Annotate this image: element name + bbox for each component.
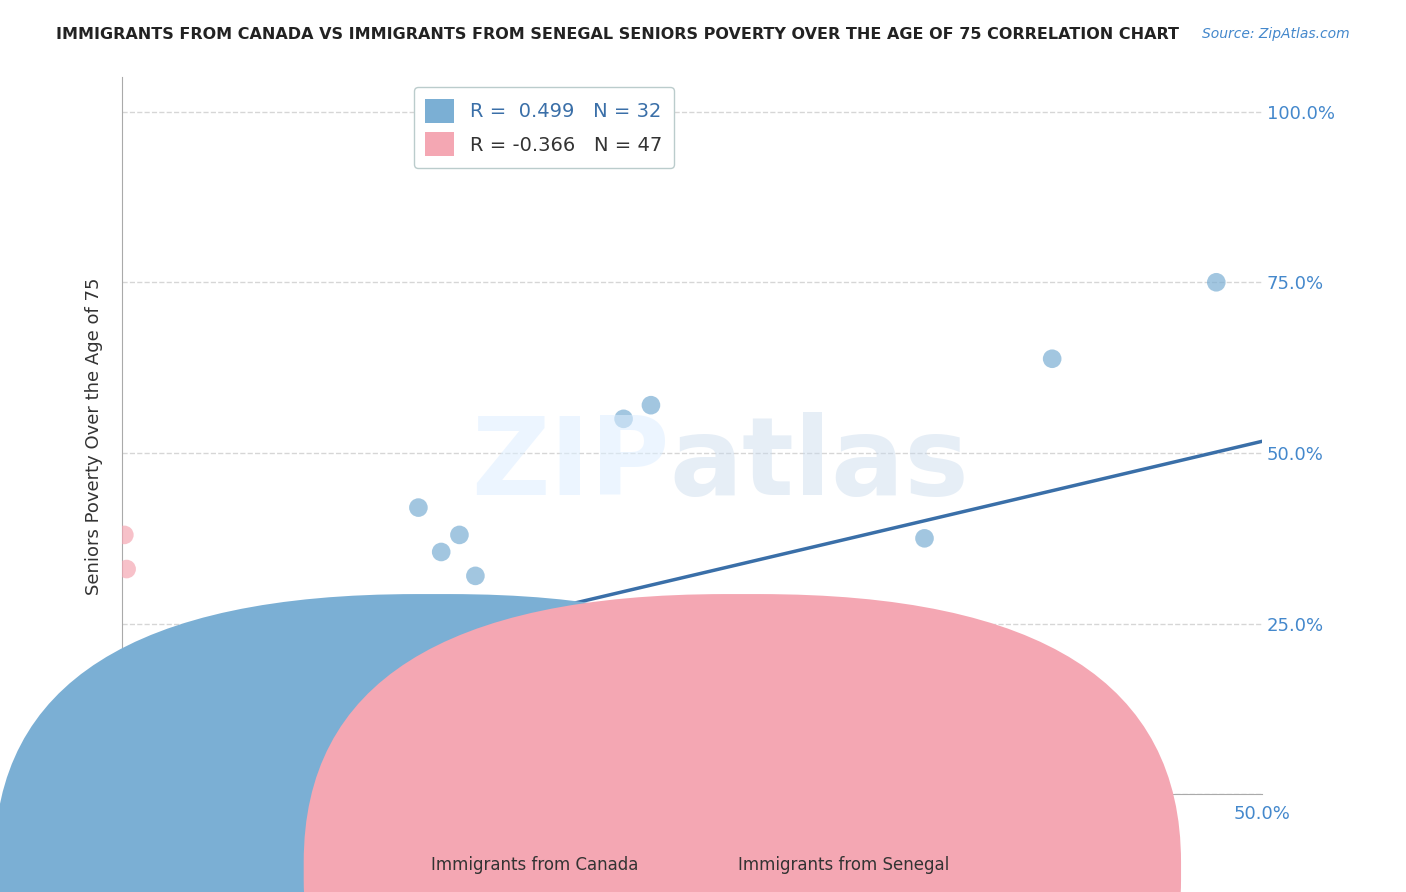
Point [181, 695, 204, 709]
Point [173, 698, 195, 713]
Point [430, 545, 453, 559]
Point [174, 695, 197, 709]
Point [163, 689, 186, 703]
Point [408, 500, 430, 515]
Point [118, 671, 141, 685]
Point [464, 569, 486, 583]
Point [328, 668, 350, 682]
Point [186, 698, 208, 713]
Point [145, 689, 167, 703]
Point [148, 695, 170, 709]
Point [125, 689, 148, 703]
Point [143, 691, 166, 706]
Point [395, 674, 418, 689]
Point [112, 691, 135, 706]
Point [170, 691, 193, 706]
Point [122, 689, 145, 703]
Point [122, 685, 145, 699]
Point [112, 528, 135, 542]
Text: ZIP: ZIP [471, 411, 669, 517]
Point [149, 691, 172, 706]
Point [1040, 351, 1063, 366]
Point [179, 698, 201, 713]
Point [167, 695, 190, 709]
Text: atlas: atlas [669, 411, 969, 517]
Text: IMMIGRANTS FROM CANADA VS IMMIGRANTS FROM SENEGAL SENIORS POVERTY OVER THE AGE O: IMMIGRANTS FROM CANADA VS IMMIGRANTS FRO… [56, 27, 1180, 42]
Point [259, 709, 281, 723]
Point [115, 674, 138, 689]
Point [191, 702, 214, 716]
Point [721, 657, 744, 672]
Point [115, 562, 138, 576]
Point [129, 681, 152, 696]
Point [357, 637, 380, 651]
Point [380, 616, 402, 631]
Point [118, 685, 141, 699]
Point [160, 691, 183, 706]
Point [294, 685, 316, 699]
Point [225, 698, 247, 712]
Point [166, 698, 188, 713]
Point [155, 698, 177, 713]
Point [613, 412, 636, 426]
Point [548, 695, 571, 709]
Point [699, 677, 721, 691]
Point [516, 674, 538, 689]
Point [120, 678, 142, 692]
Text: Immigrants from Senegal: Immigrants from Senegal [738, 855, 949, 873]
Point [640, 398, 662, 412]
Point [589, 674, 612, 689]
Point [112, 681, 135, 696]
Point [479, 648, 502, 662]
Point [202, 698, 225, 713]
Point [1205, 275, 1227, 289]
Point [138, 695, 160, 709]
Point [533, 644, 555, 658]
Point [567, 681, 589, 696]
Point [449, 528, 471, 542]
Point [136, 691, 159, 706]
Point [316, 661, 339, 675]
Point [127, 691, 149, 706]
Point [259, 691, 281, 706]
Point [681, 681, 703, 696]
Point [163, 702, 186, 716]
Point [134, 689, 156, 703]
Point [115, 695, 138, 709]
Point [118, 681, 141, 696]
Point [498, 657, 520, 672]
Point [339, 657, 361, 672]
Point [184, 702, 207, 716]
Point [156, 691, 179, 706]
Point [914, 532, 936, 546]
Point [276, 681, 298, 696]
Point [159, 695, 181, 709]
Point [658, 636, 681, 650]
Point [207, 706, 229, 720]
Point [131, 698, 153, 713]
Legend: R =  0.499   N = 32, R = -0.366   N = 47: R = 0.499 N = 32, R = -0.366 N = 47 [413, 87, 673, 168]
Point [115, 689, 138, 703]
Y-axis label: Seniors Poverty Over the Age of 75: Seniors Poverty Over the Age of 75 [86, 277, 103, 595]
Point [118, 691, 141, 706]
Point [177, 691, 200, 706]
Text: Source: ZipAtlas.com: Source: ZipAtlas.com [1202, 27, 1350, 41]
Text: Immigrants from Canada: Immigrants from Canada [430, 855, 638, 873]
Point [120, 678, 142, 692]
Point [141, 685, 163, 699]
Point [152, 689, 174, 703]
Point [197, 698, 219, 713]
